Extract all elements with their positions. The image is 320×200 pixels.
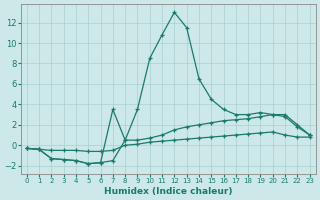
X-axis label: Humidex (Indice chaleur): Humidex (Indice chaleur) bbox=[104, 187, 232, 196]
